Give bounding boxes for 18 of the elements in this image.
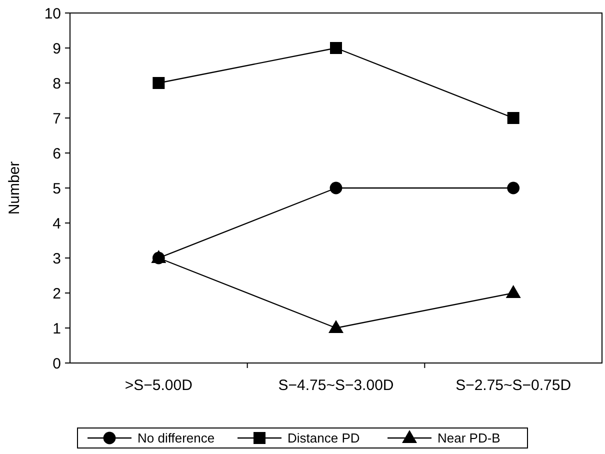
y-tick-label: 6 [52,145,61,162]
x-tick-label: >S−5.00D [124,377,193,394]
y-tick-label: 5 [52,180,61,198]
legend-label: Distance PD [288,430,360,446]
legend-label: Near PD-B [438,430,500,446]
x-tick-label: S−2.75~S−0.75D [456,377,572,394]
y-tick-label: 7 [52,110,61,128]
y-tick-label: 0 [52,355,61,372]
y-axis-title: Number [6,161,23,215]
y-tick-label: 3 [52,250,61,268]
x-tick-label: S−4.75~S−3.00D [278,377,394,394]
y-tick-label: 8 [52,75,61,92]
y-tick-label: 10 [44,5,61,22]
legend-label: No difference [138,430,215,446]
y-tick-label: 9 [52,40,61,58]
y-tick-label: 1 [52,320,61,338]
y-tick-label: 4 [52,215,61,232]
y-tick-label: 2 [52,285,61,302]
